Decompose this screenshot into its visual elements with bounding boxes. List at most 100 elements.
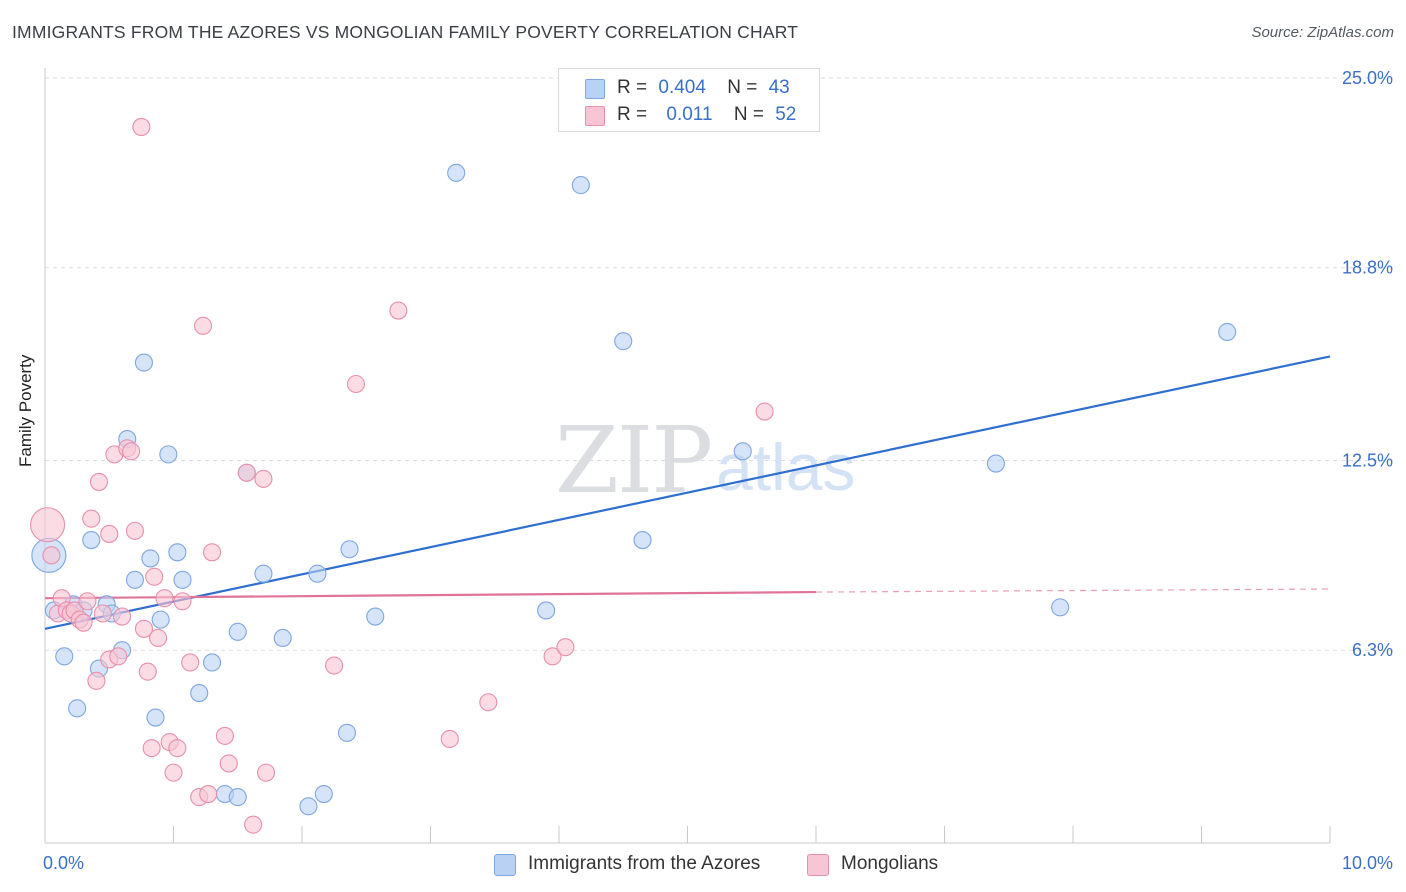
watermark-atlas: atlas — [716, 430, 855, 504]
azores-point — [1218, 322, 1237, 342]
azores-point — [366, 607, 385, 626]
mongolian-point — [78, 592, 97, 611]
x-tick-label: 0.0% — [43, 853, 84, 873]
azores-point — [55, 647, 74, 666]
azores-point — [314, 784, 333, 804]
mongolian-point — [30, 507, 66, 543]
mongolian-point — [173, 592, 192, 611]
mongolian-trend-extension — [815, 588, 1331, 593]
tick-labels: 6.3% 12.5% 18.8% 25.0% 0.0% 10.0% — [43, 68, 1393, 873]
azores-point — [273, 628, 292, 648]
mongolian-point — [145, 567, 164, 586]
mongolian-point — [389, 301, 408, 320]
mongolian-point — [93, 604, 112, 623]
mongolian-point — [138, 662, 157, 681]
mongolian-point — [199, 784, 218, 804]
mongolian-point — [543, 647, 562, 666]
n-label: N = — [727, 77, 758, 98]
azores-point — [447, 163, 466, 182]
azores-point — [340, 540, 359, 559]
r-label: R = — [617, 77, 648, 98]
watermark-zip: ZIP — [555, 407, 711, 514]
mongolian-point — [122, 442, 141, 461]
mongolian-point — [346, 374, 366, 394]
legend-swatch-mongolians — [585, 106, 605, 126]
n-value: 43 — [768, 77, 790, 98]
mongolian-point — [440, 729, 459, 749]
mongolian-point — [194, 316, 213, 335]
mongolian-point — [100, 524, 119, 543]
mongolian-point — [168, 739, 187, 758]
legend-swatch-mongolians — [807, 854, 829, 876]
azores-point — [614, 332, 633, 351]
azores-trend-line — [44, 355, 1331, 630]
azores-point — [82, 531, 101, 550]
azores-point — [308, 564, 327, 583]
mongolian-point — [42, 546, 61, 565]
mongolian-point — [109, 647, 128, 666]
mongolian-point — [134, 619, 153, 638]
x-tick-label: 10.0% — [1342, 853, 1393, 873]
azores-point — [125, 570, 144, 589]
azores-point — [228, 622, 247, 641]
n-value: 52 — [775, 104, 797, 125]
mongolian-point — [215, 726, 234, 745]
axes — [44, 68, 1331, 844]
trend-lines — [44, 355, 1331, 630]
legend-label-mongolians: Mongolians — [841, 853, 939, 874]
mongolian-point — [181, 653, 200, 672]
y-tick-label: 12.5% — [1342, 451, 1393, 471]
legend-swatch-azores — [494, 854, 516, 876]
mongolian-point — [87, 671, 106, 690]
mongolian-point — [479, 693, 498, 712]
mongolian-point — [142, 739, 161, 758]
mongolian-point — [256, 763, 276, 782]
mongolian-point — [74, 613, 93, 632]
chart-title: IMMIGRANTS FROM THE AZORES VS MONGOLIAN … — [12, 22, 799, 42]
azores-point — [134, 353, 153, 372]
mongolian-point — [155, 589, 174, 608]
chart-source: Source: ZipAtlas.com — [1251, 24, 1394, 41]
azores-point — [337, 723, 357, 742]
data-points — [30, 117, 1237, 834]
azores-point — [146, 708, 165, 727]
mongolian-point — [82, 509, 101, 528]
azores-point — [173, 570, 192, 589]
azores-point — [1051, 598, 1070, 617]
azores-point — [203, 653, 222, 672]
mongolian-trend-line — [44, 590, 817, 600]
azores-point — [190, 684, 209, 703]
mongolian-point — [149, 628, 168, 648]
azores-point — [733, 442, 752, 461]
correlation-legend: R = 0.404 N = 43 R = 0.011 N = 52 — [558, 68, 820, 132]
azores-point — [151, 610, 170, 629]
mongolian-point — [254, 469, 273, 488]
azores-point — [141, 549, 160, 568]
azores-point — [159, 445, 178, 464]
azores-point — [228, 788, 247, 807]
mongolian-point — [132, 117, 151, 137]
azores-point — [254, 564, 273, 583]
mongolian-point — [113, 607, 132, 626]
azores-point — [537, 601, 556, 620]
mongolian-point — [219, 754, 238, 773]
azores-point — [986, 454, 1005, 473]
y-tick-label: 18.8% — [1342, 258, 1393, 278]
y-tick-label: 25.0% — [1342, 68, 1393, 88]
y-axis-label: Family Poverty — [16, 354, 35, 467]
azores-point — [633, 531, 652, 550]
mongolian-point — [89, 472, 109, 491]
legend-swatch-azores — [585, 79, 605, 99]
mongolian-point — [164, 763, 183, 782]
mongolian-point — [125, 521, 144, 540]
azores-point — [299, 797, 318, 816]
y-tick-label: 6.3% — [1352, 640, 1393, 660]
mongolian-point — [325, 656, 344, 675]
r-label: R = — [617, 104, 648, 125]
mongolian-point — [237, 463, 256, 482]
azores-point — [68, 699, 87, 718]
legend-label-azores: Immigrants from the Azores — [528, 853, 761, 874]
mongolian-point — [244, 815, 263, 834]
mongolian-point — [755, 402, 774, 421]
